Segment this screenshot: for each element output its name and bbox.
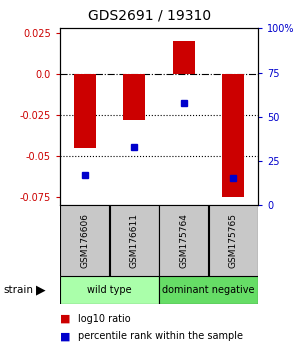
Text: ■: ■ — [60, 331, 70, 341]
Bar — [60, 205, 110, 276]
Bar — [159, 205, 208, 276]
Text: GSM175764: GSM175764 — [179, 213, 188, 268]
Text: log10 ratio: log10 ratio — [78, 314, 130, 324]
Bar — [172, 41, 195, 74]
Text: ▶: ▶ — [36, 284, 45, 297]
Bar — [222, 74, 244, 197]
Text: GSM176611: GSM176611 — [130, 213, 139, 268]
Text: GSM175765: GSM175765 — [229, 213, 238, 268]
Bar — [60, 276, 159, 304]
Bar — [208, 205, 258, 276]
Bar — [159, 276, 258, 304]
Text: GDS2691 / 19310: GDS2691 / 19310 — [88, 8, 212, 23]
Bar — [74, 74, 96, 148]
Text: strain: strain — [3, 285, 33, 295]
Text: percentile rank within the sample: percentile rank within the sample — [78, 331, 243, 341]
Text: ■: ■ — [60, 314, 70, 324]
Text: dominant negative: dominant negative — [162, 285, 255, 295]
Text: wild type: wild type — [87, 285, 132, 295]
Text: GSM176606: GSM176606 — [80, 213, 89, 268]
Bar — [123, 74, 146, 120]
Bar — [110, 205, 159, 276]
